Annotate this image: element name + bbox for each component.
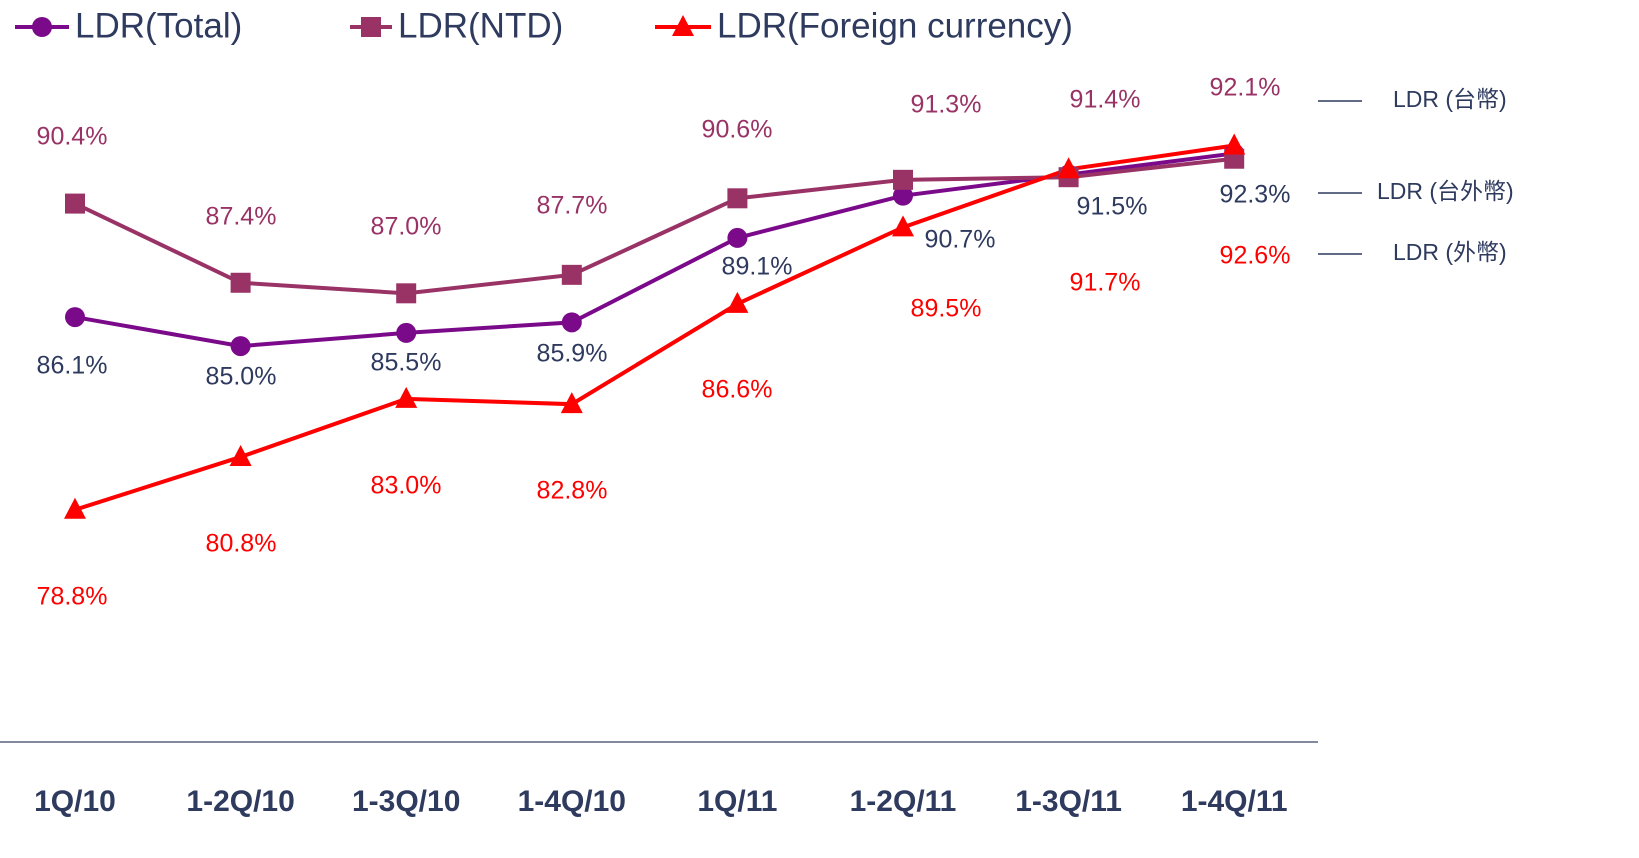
legend-label: LDR(Total) <box>75 6 242 45</box>
data-label: 91.5% <box>1077 193 1148 221</box>
x-tick-label: 1Q/11 <box>697 785 777 818</box>
data-label: 87.7% <box>537 192 608 220</box>
data-label: 91.4% <box>1070 86 1141 114</box>
data-point <box>64 497 86 519</box>
series-line <box>74 143 1235 512</box>
data-point <box>727 188 748 209</box>
legend-marker <box>361 17 381 37</box>
data-point <box>230 336 251 357</box>
annotation: LDR (台外幣) <box>1377 178 1514 204</box>
data-point <box>65 307 85 328</box>
data-label: 90.6% <box>702 116 773 144</box>
data-label: 85.5% <box>371 349 442 377</box>
data-label: 92.6% <box>1220 242 1291 270</box>
legend-marker <box>32 17 52 37</box>
data-label: 90.7% <box>925 226 996 254</box>
data-label: 92.3% <box>1220 181 1291 209</box>
data-point <box>561 264 582 285</box>
data-point <box>893 169 913 190</box>
data-point <box>727 227 748 248</box>
data-label: 85.9% <box>537 340 608 368</box>
data-point <box>1057 157 1080 179</box>
data-label: 87.4% <box>206 203 277 231</box>
x-tick-label: 1-2Q/10 <box>186 785 294 818</box>
legend-label: LDR(NTD) <box>398 6 563 45</box>
data-point <box>893 185 913 206</box>
legend-marker <box>672 15 694 36</box>
data-label: 91.3% <box>911 91 982 119</box>
data-point <box>561 312 582 333</box>
data-label: 90.4% <box>37 123 108 151</box>
x-tick-label: 1-3Q/10 <box>352 785 460 818</box>
data-label: 87.0% <box>371 213 442 241</box>
data-label: 86.6% <box>702 376 773 404</box>
data-point <box>396 283 417 304</box>
data-point <box>892 215 914 237</box>
data-label: 86.1% <box>37 352 108 380</box>
data-label: 82.8% <box>537 477 608 505</box>
data-label: 89.5% <box>911 295 982 323</box>
data-label: 89.1% <box>722 253 793 281</box>
data-point <box>65 193 85 214</box>
data-label: 83.0% <box>371 472 442 500</box>
annotation: LDR (台幣) <box>1393 86 1507 112</box>
x-tick-label: 1Q/10 <box>34 785 116 818</box>
data-point <box>396 322 417 343</box>
data-label: 80.8% <box>206 530 277 558</box>
data-label: 78.8% <box>37 583 108 611</box>
legend-label: LDR(Foreign currency) <box>717 6 1073 45</box>
data-point <box>560 392 583 414</box>
x-tick-label: 1-2Q/11 <box>850 785 957 818</box>
x-tick-label: 1-4Q/11 <box>1181 785 1288 818</box>
data-point <box>1223 133 1246 155</box>
x-tick-label: 1-4Q/10 <box>518 785 626 818</box>
data-label: 91.7% <box>1070 269 1141 297</box>
data-point <box>229 444 252 466</box>
data-label: 85.0% <box>206 363 277 391</box>
data-label: 92.1% <box>1210 74 1281 102</box>
annotation: LDR (外幣) <box>1393 239 1507 265</box>
data-point <box>726 291 749 313</box>
data-point <box>230 272 251 293</box>
data-point <box>395 386 418 408</box>
x-tick-label: 1-3Q/11 <box>1015 785 1122 818</box>
